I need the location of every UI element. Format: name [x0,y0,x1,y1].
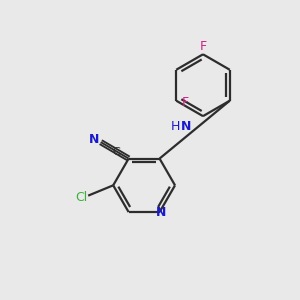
Text: C: C [112,147,120,157]
Text: N: N [89,133,99,146]
Text: N: N [181,120,192,133]
Text: F: F [200,40,207,52]
Text: F: F [182,96,189,109]
Text: N: N [156,206,166,219]
Text: H: H [171,120,180,133]
Text: Cl: Cl [76,190,88,204]
